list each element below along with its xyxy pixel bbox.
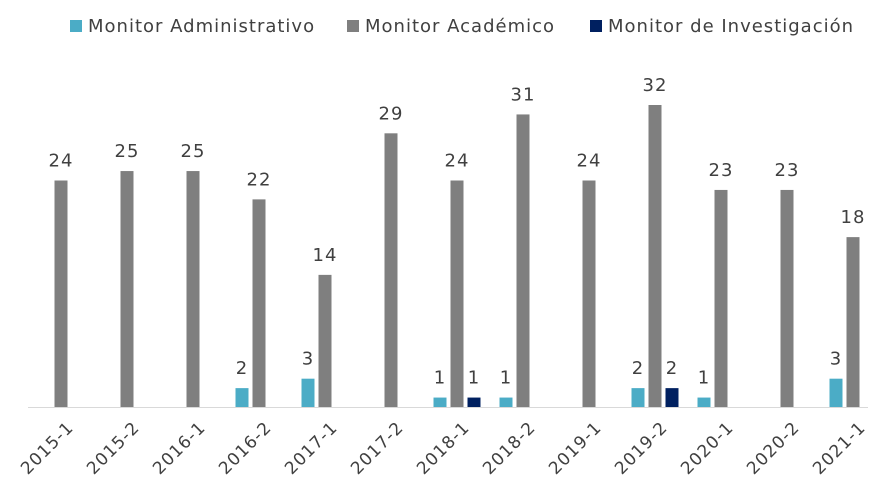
- x-tick-label: 2018-1: [413, 418, 474, 479]
- data-label: 24: [577, 151, 602, 172]
- bar: [318, 274, 332, 407]
- x-tick-label: 2015-1: [17, 418, 78, 479]
- bar: [582, 180, 596, 407]
- data-label: 1: [434, 368, 446, 389]
- bar: [450, 180, 464, 407]
- data-label: 22: [247, 169, 272, 190]
- data-label: 24: [49, 151, 74, 172]
- x-tick-label: 2021-1: [809, 418, 870, 479]
- bar: [120, 171, 134, 407]
- data-label: 1: [500, 368, 512, 389]
- x-tick-label: 2020-1: [677, 418, 738, 479]
- bar: [829, 378, 843, 407]
- bar: [714, 189, 728, 407]
- bar: [467, 397, 481, 407]
- legend-label: Monitor Académico: [365, 16, 555, 37]
- bar: [186, 171, 200, 407]
- legend-swatch: [590, 20, 602, 32]
- bar: [697, 397, 711, 407]
- data-label: 23: [709, 160, 734, 181]
- data-label: 29: [379, 103, 404, 124]
- legend-swatch: [347, 20, 359, 32]
- x-tick-label: 2020-2: [743, 418, 804, 479]
- data-label: 18: [841, 207, 866, 228]
- bar: [648, 105, 662, 407]
- bar: [384, 133, 398, 407]
- data-label: 23: [775, 160, 800, 181]
- data-label: 2: [236, 358, 248, 379]
- bar: [665, 388, 679, 407]
- data-label: 1: [468, 368, 480, 389]
- bar: [252, 199, 266, 407]
- x-tick-label: 2016-2: [215, 418, 276, 479]
- bar: [433, 397, 447, 407]
- legend-label: Monitor de Investigación: [608, 16, 854, 37]
- bar: [516, 114, 530, 407]
- data-label: 2: [632, 358, 644, 379]
- bar: [235, 388, 249, 407]
- x-tick-label: 2016-1: [149, 418, 210, 479]
- x-tick-label: 2019-1: [545, 418, 606, 479]
- bar: [54, 180, 68, 407]
- bar: [780, 189, 794, 407]
- bar: [499, 397, 513, 407]
- bar: [301, 378, 315, 407]
- x-tick-label: 2018-2: [479, 418, 540, 479]
- data-label: 25: [181, 141, 206, 162]
- data-label: 2: [666, 358, 678, 379]
- data-label: 1: [698, 368, 710, 389]
- data-label: 32: [643, 75, 668, 96]
- x-tick-label: 2019-2: [611, 418, 672, 479]
- data-label: 3: [302, 349, 314, 370]
- x-tick-label: 2015-2: [83, 418, 144, 479]
- bar: [631, 388, 645, 407]
- x-tick-label: 2017-2: [347, 418, 408, 479]
- data-label: 14: [313, 245, 338, 266]
- data-label: 31: [511, 84, 536, 105]
- legend-swatch: [70, 20, 82, 32]
- x-tick-label: 2017-1: [281, 418, 342, 479]
- data-label: 3: [830, 349, 842, 370]
- bar: [846, 237, 860, 407]
- legend-label: Monitor Administrativo: [88, 16, 315, 37]
- data-label: 24: [445, 151, 470, 172]
- data-label: 25: [115, 141, 140, 162]
